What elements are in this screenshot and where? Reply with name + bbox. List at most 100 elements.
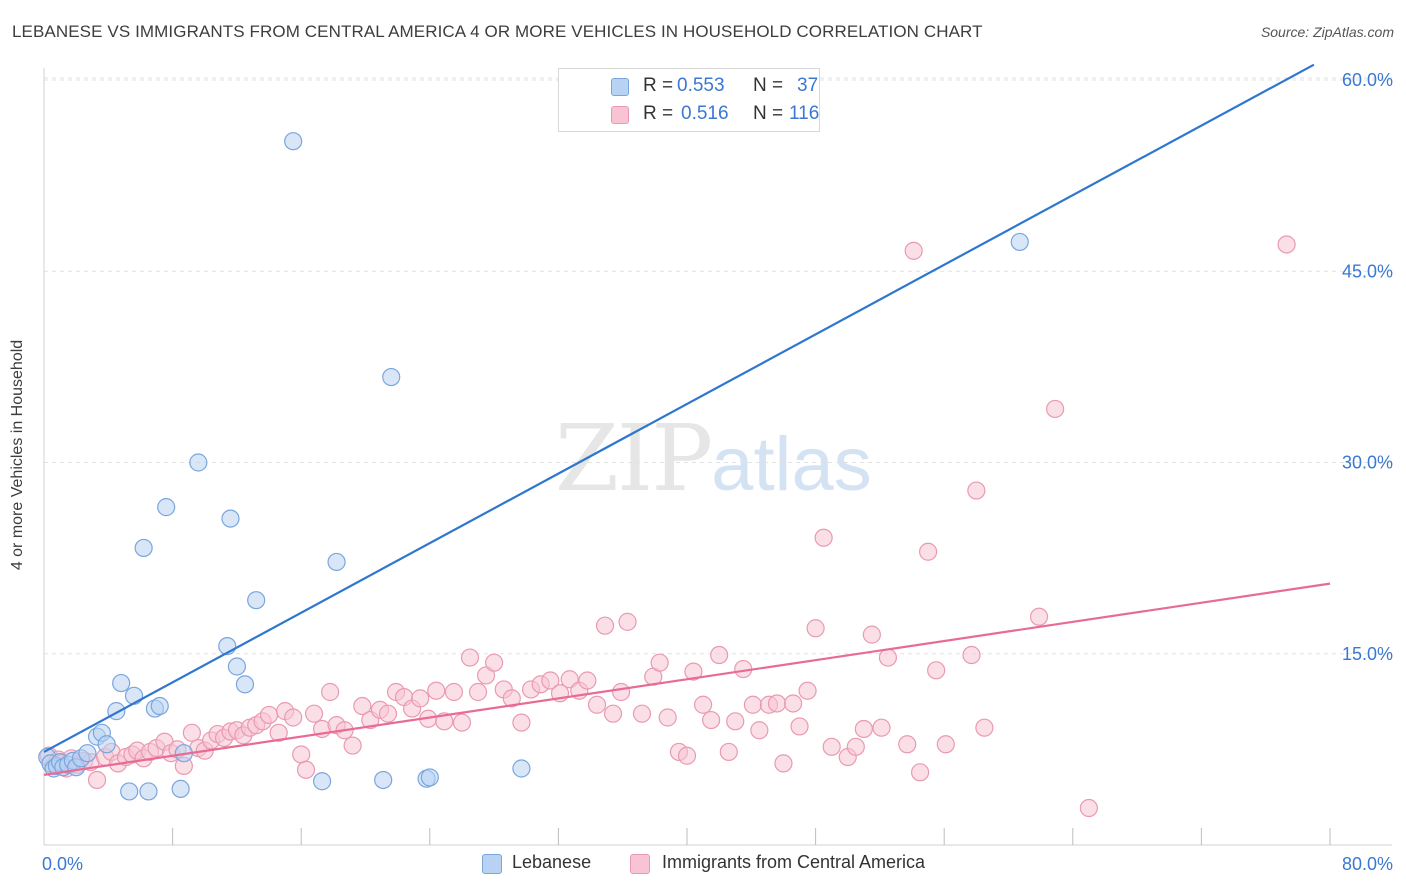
central-america-point [862,625,881,644]
series-legend: Lebanese Immigrants from Central America [0,852,1406,876]
central-america-point [512,713,531,732]
central-america-trendline [43,582,1331,776]
central-america-point [1277,235,1296,254]
lebanese-point [247,591,266,610]
lebanese-point [120,782,139,801]
chart-title: LEBANESE VS IMMIGRANTS FROM CENTRAL AMER… [12,22,983,41]
central-america-point [502,689,521,708]
y-tick-label: 45.0% [1342,261,1393,281]
lebanese-point [221,509,240,528]
central-america-point [460,648,480,667]
x-tick-label: 0.0% [42,854,83,874]
correlation-legend: R = 0.553 N = 37 R = 0.516 N = 116 [558,68,820,132]
central-america-point [726,712,745,731]
lebanese-point [171,779,190,799]
lebanese-point [134,538,153,558]
lebanese-point [157,498,176,517]
legend-n-value: 37 [797,75,819,96]
central-america-point [975,718,994,737]
lebanese-legend-swatch [482,854,502,874]
central-america-point [750,721,769,740]
central-america-point [693,695,713,714]
lebanese-legend-label: Lebanese [512,852,592,872]
central-america-point [846,737,865,756]
central-america-point [814,528,833,547]
legend-n-value: 116 [789,103,820,124]
lebanese-point [374,770,393,790]
central-america-point [259,705,279,725]
y-tick-label: 30.0% [1342,453,1393,473]
central-america-point [910,763,930,782]
central-america-point [710,645,729,665]
watermark-zip: ZIP [555,405,713,512]
lebanese-point [1010,232,1029,252]
central-america-point [1079,798,1098,818]
central-america-point [321,682,340,702]
central-america-point [485,653,504,672]
central-america-point [611,682,631,702]
central-america-point [658,708,677,727]
watermark: ZIPatlas [555,405,872,512]
central-america-point [767,694,787,713]
central-america-point [284,708,303,727]
central-america-point [378,704,398,723]
lebanese-point [284,132,303,151]
lebanese-point [112,673,131,693]
lebanese-point [139,782,158,801]
central-america-point [587,695,607,714]
central-america-legend-swatch [630,854,650,874]
legend-r-label: R = [643,75,674,96]
central-america-point [967,481,986,500]
central-america-point [684,662,703,681]
lebanese-point [227,657,246,676]
central-america-swatch [611,106,629,124]
lebanese-point [327,552,346,572]
central-america-point [919,542,938,561]
central-america-point [650,653,669,672]
central-america-point [798,681,817,700]
central-america-point [541,671,560,690]
y-tick-label: 60.0% [1342,70,1393,90]
central-america-point [444,682,464,702]
lebanese-point [382,367,401,387]
y-axis-label: 4 or more Vehicles in Household [9,339,26,571]
central-america-point [296,760,316,779]
lebanese-point [312,772,332,791]
central-america-point [595,616,615,635]
central-america-point [578,671,597,690]
central-america-point [632,704,652,723]
central-america-legend-label: Immigrants from Central America [662,852,926,872]
lebanese-point [78,744,97,763]
watermark-atlas: atlas [711,422,872,507]
lebanese-point [235,675,255,694]
central-america-point [87,770,107,790]
central-america-point [962,645,981,665]
central-america-point [783,694,803,713]
central-america-point [1029,607,1049,626]
central-america-point [618,612,637,631]
source-credit: Source: ZipAtlas.com [1260,24,1394,40]
central-america-point [702,710,721,730]
central-america-point [878,648,898,667]
central-america-point [677,746,697,765]
central-america-point [468,682,488,702]
central-america-point [790,717,809,736]
central-america-point [1046,399,1065,419]
central-america-point [854,719,873,739]
lebanese-point [189,453,208,472]
central-america-point [936,735,955,754]
central-america-point [743,695,763,714]
central-america-point [269,723,288,742]
lebanese-point [420,768,439,787]
legend-r-value: 0.553 [677,75,725,96]
legend-r-value: 0.516 [681,103,729,124]
central-america-point [904,241,923,260]
central-america-point [872,718,891,737]
central-america-point [353,696,372,716]
central-america-point [603,704,623,723]
lebanese-point [512,759,531,778]
legend-n-label: N = [753,75,784,96]
central-america-point [411,689,430,708]
central-america-point [292,745,311,764]
